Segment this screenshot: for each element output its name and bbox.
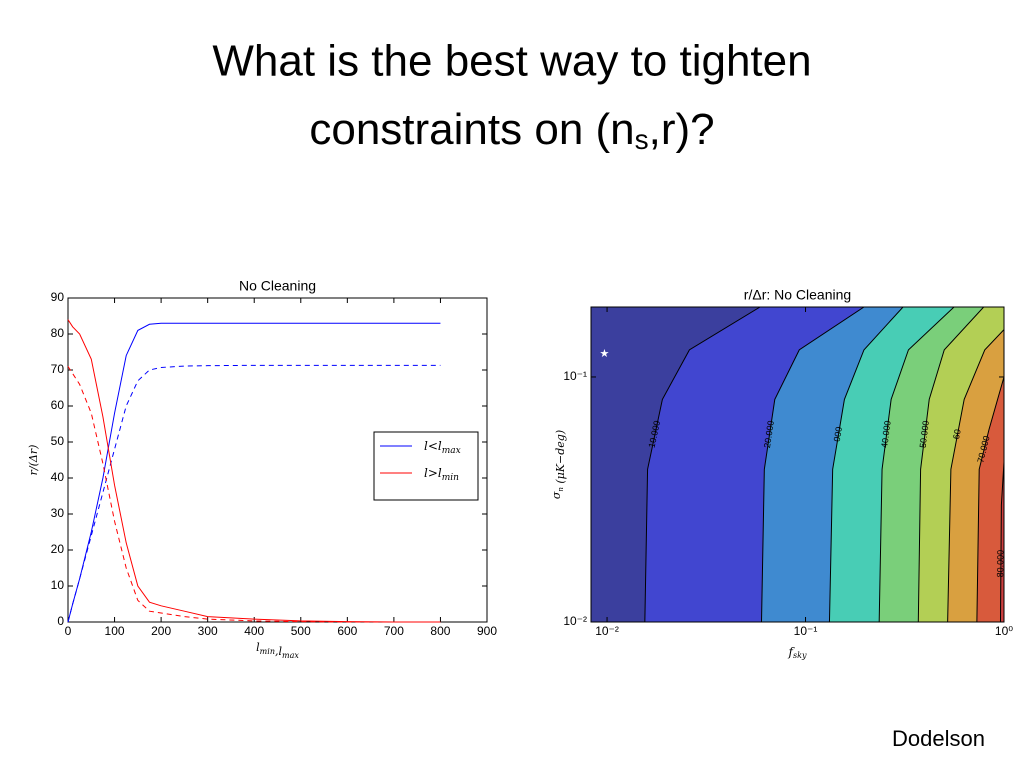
contour-label: 20.000: [762, 420, 776, 449]
legend-label: l>lmin: [424, 466, 459, 483]
y-tick-label: 10⁻¹: [563, 369, 587, 383]
x-tick-label: 10⁻²: [595, 624, 619, 638]
line-series: [67, 364, 441, 623]
chart-title: r/Δr: No Cleaning: [744, 287, 851, 303]
contour-line: [878, 307, 955, 622]
label-part: σ: [550, 491, 563, 499]
legend-text: l>l: [424, 466, 442, 480]
x-tick-label: 0: [65, 624, 72, 638]
slide-title: What is the best way to tighten: [212, 37, 811, 86]
x-tick-label: 600: [337, 624, 357, 638]
x-tick-label: 500: [291, 624, 311, 638]
subscript: min: [442, 473, 459, 483]
y-axis-label: r/(Δr): [27, 445, 40, 476]
contour-label: 50.000: [918, 420, 931, 449]
title-sub: s: [635, 124, 649, 155]
contour-line: [761, 307, 865, 622]
x-tick-label: 900: [477, 624, 497, 638]
contour-line: [917, 307, 985, 622]
line-series: [67, 322, 441, 623]
y-tick-label: 90: [51, 290, 65, 304]
x-tick-label: 400: [244, 624, 264, 638]
axes-frame: [590, 306, 1005, 623]
contour-label: 60: [951, 428, 963, 440]
title-part: constraints on (n: [309, 105, 634, 154]
legend-box: [373, 431, 479, 501]
contour-line: [644, 307, 761, 622]
y-tick-label: 10: [51, 578, 65, 592]
title-part: ,r)?: [649, 105, 715, 154]
y-tick-label: 60: [51, 398, 65, 412]
contour-label: 80.000: [995, 550, 1005, 578]
contour-band: [1000, 461, 1004, 622]
subscript: n: [557, 487, 565, 492]
x-tick-label: 200: [151, 624, 171, 638]
y-tick-label: 80: [51, 326, 65, 340]
contour-band: [976, 376, 1004, 622]
y-tick-label: 20: [51, 542, 65, 556]
contour-area: 10.000 20.000 000 40.000 50.000 6070.00080.00…: [591, 307, 1005, 622]
y-tick-label: 30: [51, 506, 65, 520]
subscript: max: [282, 651, 299, 660]
legend-text: l<l: [424, 439, 442, 453]
x-tick-label: 10⁰: [995, 624, 1013, 638]
subscript: sky: [793, 651, 807, 660]
line-series: [67, 319, 441, 623]
y-tick-label: 10⁻²: [563, 614, 587, 628]
y-tick-label: 50: [51, 434, 65, 448]
x-axis-label: lmin,lmax: [256, 641, 299, 660]
label-part: f: [788, 645, 796, 659]
axes-frame: [67, 297, 488, 623]
y-tick-label: 0: [57, 614, 64, 628]
footer: Dodelson: [892, 726, 985, 751]
x-tick-label: 100: [105, 624, 125, 638]
y-tick-label: 70: [51, 362, 65, 376]
marker: ★: [599, 348, 609, 360]
chart: No Cleaning 0 100 200 300 400 500 600 700 800 900 0…: [27, 278, 497, 660]
contour-label: 40.000: [879, 420, 892, 449]
x-tick-label: 800: [430, 624, 450, 638]
contour-line: [976, 376, 1004, 622]
label-part: (μK−deg): [554, 430, 567, 487]
contour-line: [828, 307, 904, 622]
x-axis-label: fsky: [788, 645, 807, 661]
x-tick-label: 300: [198, 624, 218, 638]
x-tick-label: 700: [384, 624, 404, 638]
y-axis-label: σn (μK−deg): [550, 430, 567, 499]
y-tick-label: 40: [51, 470, 65, 484]
contour-line: [999, 461, 1004, 622]
label-part: l: [256, 641, 260, 654]
subscript: max: [442, 446, 461, 456]
label-part: ,l: [275, 645, 282, 658]
legend-label: l<lmax: [424, 439, 461, 456]
contour-label: 000: [832, 426, 844, 442]
line-series: [67, 366, 441, 623]
slide-title: constraints on (ns,r)?: [309, 105, 714, 156]
x-tick-label: 10⁻¹: [794, 624, 818, 638]
subscript: min: [260, 647, 275, 656]
chart-title: No Cleaning: [239, 278, 316, 294]
contour-line: [947, 329, 1004, 622]
